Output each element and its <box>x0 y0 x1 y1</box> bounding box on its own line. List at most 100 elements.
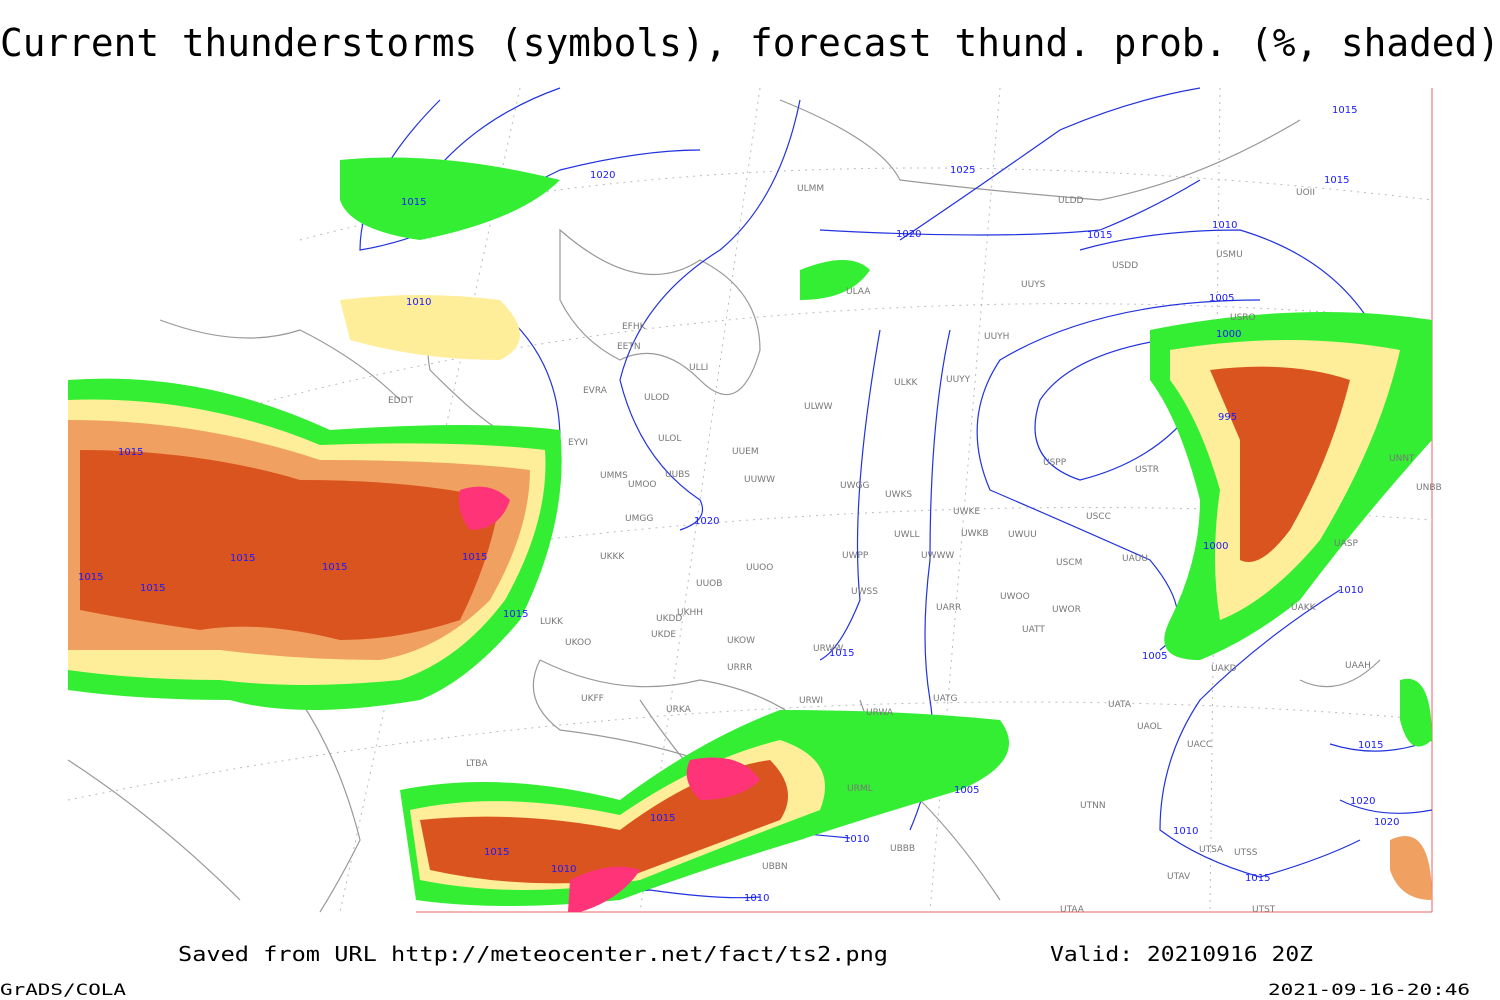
title: Current thunderstorms (symbols), forecas… <box>0 21 1500 65</box>
station-label: UTNN <box>1080 801 1106 811</box>
station-label: UUYH <box>984 332 1009 342</box>
station-label: UUEM <box>732 447 759 457</box>
station-label: UBBN <box>762 862 788 872</box>
station-label: ULMM <box>797 184 824 194</box>
station-label: UAKK <box>1291 603 1317 613</box>
station-label: UATG <box>933 694 958 704</box>
isobar-label: 1010 <box>744 893 769 904</box>
isobar-label: 1015 <box>78 572 103 583</box>
station-label: UUBS <box>665 470 690 480</box>
station-label: UAUU <box>1122 554 1148 564</box>
station-label: ULDD <box>1058 196 1084 206</box>
isobar-label: 1020 <box>1350 796 1375 807</box>
station-label: UKKK <box>600 552 625 562</box>
isobar-label: 1020 <box>590 170 615 181</box>
station-label: UTAA <box>1060 905 1085 915</box>
station-label: UKDD <box>656 614 682 624</box>
station-label: EDDT <box>388 396 414 406</box>
station-label: URML <box>847 784 873 794</box>
station-label: EETN <box>617 342 641 352</box>
station-label: UMMS <box>600 471 628 481</box>
station-label: EYVI <box>568 438 588 448</box>
isobar-label: 1005 <box>1142 651 1167 662</box>
station-label: UUWW <box>744 475 775 485</box>
isobar-label: 1015 <box>230 553 255 564</box>
map-frame <box>68 88 1432 912</box>
station-label: UARR <box>936 603 961 613</box>
station-label: URKA <box>666 705 692 715</box>
station-label: UMOO <box>628 480 657 490</box>
station-label: UUYY <box>946 375 971 385</box>
station-label: UWPP <box>842 551 869 561</box>
station-label: USCC <box>1086 512 1111 522</box>
station-label: UACC <box>1187 740 1212 750</box>
station-label: USPP <box>1043 458 1067 468</box>
station-label: UAAH <box>1345 661 1371 671</box>
station-label: UWSS <box>851 587 878 597</box>
isobar-label: 1020 <box>896 229 921 240</box>
station-label: USCM <box>1056 558 1082 568</box>
isobar-label: 1000 <box>1203 541 1228 552</box>
map-area: 1015 1020 1025 1015 1015 1020 1015 1010 1010 1005… <box>67 87 1442 915</box>
isobar-label: 1015 <box>503 609 528 620</box>
station-label: USRO <box>1230 313 1256 323</box>
station-label: UOII <box>1296 188 1315 198</box>
station-label: UWOO <box>1000 592 1030 602</box>
station-label: UMGG <box>625 514 653 524</box>
isobar-label: 1015 <box>322 562 347 573</box>
isobar-label: 1005 <box>954 785 979 796</box>
station-label: EVRA <box>583 386 608 396</box>
credit: GrADS/COLA <box>0 980 126 999</box>
isobar-label: 1015 <box>650 813 675 824</box>
isobar-label: 1010 <box>1338 585 1363 596</box>
station-label: ULKK <box>894 378 919 388</box>
station-label: UKDE <box>651 630 676 640</box>
station-label: UKOW <box>727 636 755 646</box>
station-label: EFHK <box>622 322 647 332</box>
station-label: UAOL <box>1137 722 1162 732</box>
station-label: UWKS <box>885 490 912 500</box>
station-label: UATT <box>1022 625 1045 635</box>
station-label: UKFF <box>581 694 604 704</box>
station-label: UKHH <box>677 608 703 618</box>
isobar-label: 1015 <box>1332 105 1357 116</box>
isobar-label: 1000 <box>1216 329 1241 340</box>
isobar-label: 1010 <box>1173 826 1198 837</box>
isobar-label: 1015 <box>118 447 143 458</box>
isobar-label: 1010 <box>406 297 431 308</box>
station-label: UNBB <box>1416 483 1442 493</box>
isobar-label: 1015 <box>1358 740 1383 751</box>
isobar-label: 1020 <box>694 516 719 527</box>
station-label: UBBB <box>890 844 915 854</box>
isobar-label: 1015 <box>484 847 509 858</box>
station-label: UUOB <box>696 579 722 589</box>
isobar-label: 1020 <box>1374 817 1399 828</box>
isobar-label: 1015 <box>462 552 487 563</box>
station-labels: ULMM ULDD UOII USDD USMU ULAA UUYS USRO EFHK EETN… <box>388 184 1442 915</box>
station-label: UWUU <box>1008 530 1037 540</box>
station-label: UWWW <box>921 551 954 561</box>
source-url: Saved from URL http://meteocenter.net/fa… <box>178 942 888 966</box>
timestamp: 2021-09-16-20:46 <box>1268 980 1470 999</box>
station-label: UWGG <box>840 481 869 491</box>
isobar-labels: 1015 1020 1025 1015 1015 1020 1015 1010 1010 1005… <box>78 105 1399 904</box>
station-label: UUOO <box>746 563 773 573</box>
isobar-label: 1025 <box>950 165 975 176</box>
station-label: UWOR <box>1052 605 1081 615</box>
station-label: UAKD <box>1211 664 1237 674</box>
isobar-label: 1005 <box>1209 293 1234 304</box>
station-label: ULAA <box>846 287 871 297</box>
station-label: USTR <box>1135 465 1159 475</box>
isobar-label: 1010 <box>551 864 576 875</box>
isobar-label: 1015 <box>401 197 426 208</box>
station-label: ULLI <box>689 363 708 373</box>
station-label: UASP <box>1334 539 1358 549</box>
station-label: UTSA <box>1199 845 1224 855</box>
isobar-label: 1015 <box>1324 175 1349 186</box>
station-label: ULOD <box>644 393 669 403</box>
isobar-label: 1015 <box>140 583 165 594</box>
station-label: ULWW <box>804 402 833 412</box>
isobar-label: 1015 <box>1087 230 1112 241</box>
